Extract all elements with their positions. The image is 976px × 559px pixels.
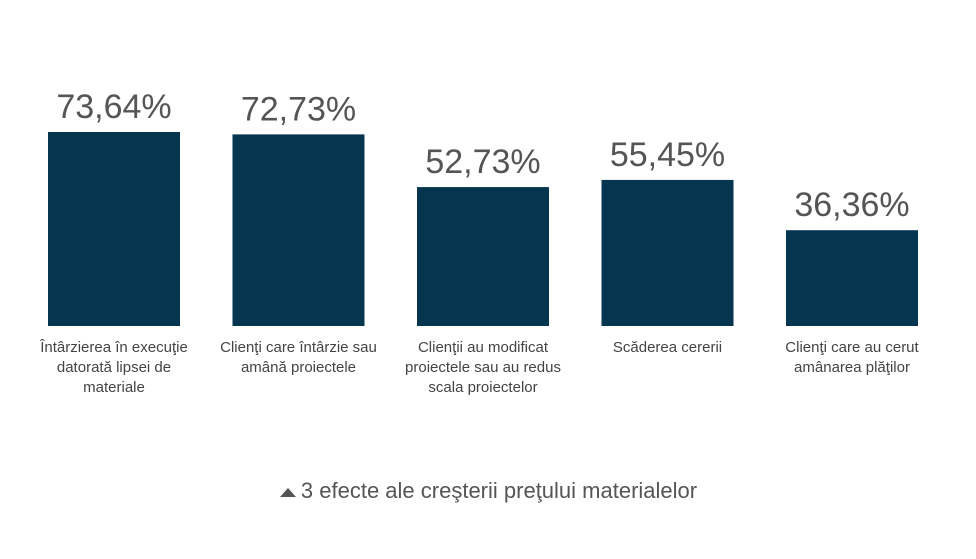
- value-label: 52,73%: [425, 143, 540, 181]
- caption: 3 efecte ale creşterii preţului material…: [300, 478, 698, 503]
- category-label: Scăderea cererii: [612, 339, 723, 356]
- category-label: Clienţii au modificat proiectele sau au …: [405, 339, 561, 396]
- bar: [601, 179, 734, 326]
- bar: [417, 187, 549, 326]
- caption-row: 3 efecte ale creşterii preţului material…: [0, 478, 976, 504]
- category-label: Întârzierea în execuţie datorată lipsei …: [40, 339, 188, 396]
- value-label: 55,45%: [610, 136, 725, 174]
- value-label: 36,36%: [794, 186, 909, 224]
- bar: [786, 230, 918, 326]
- value-label: 72,73%: [241, 90, 356, 128]
- category-label: Clienţi care întârzie sau amână proiecte…: [220, 339, 377, 376]
- category-label: Clienţi care au cerut amânarea plăţilor: [785, 339, 919, 376]
- bar: [48, 132, 180, 326]
- bar: [232, 134, 365, 326]
- caption-triangle: [279, 488, 296, 498]
- value-label: 73,64%: [56, 88, 171, 126]
